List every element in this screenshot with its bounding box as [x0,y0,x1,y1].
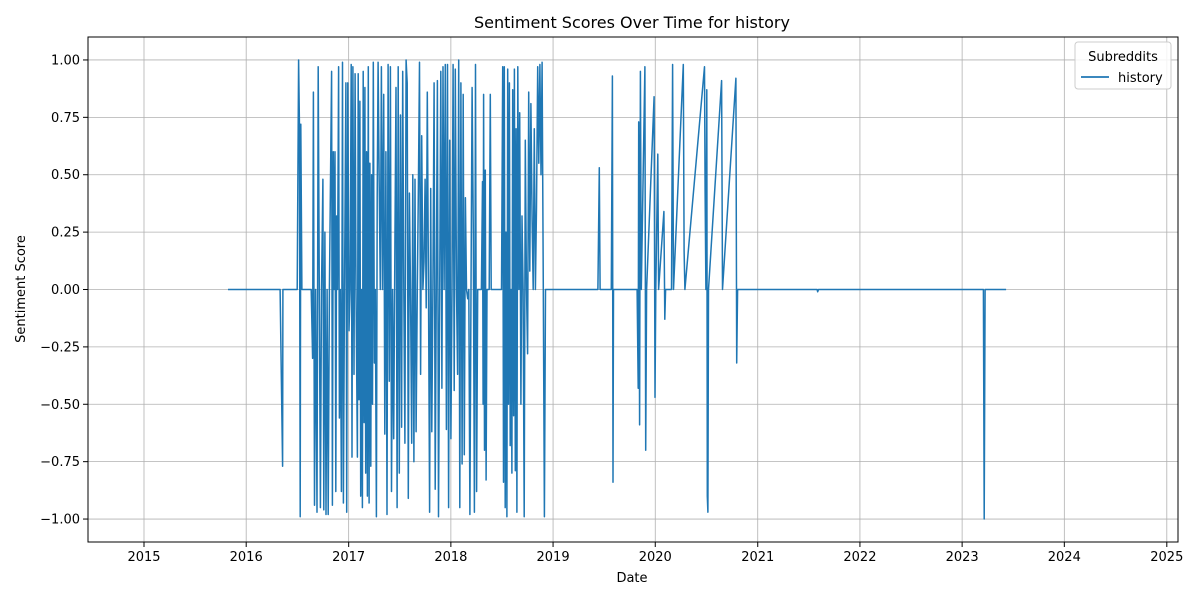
x-axis-ticks: 2015 2016 2017 2018 2019 2020 2021 2022 2023 2024… [127,542,1183,565]
x-tick-label: 2019 [537,550,570,565]
x-tick-label: 2015 [127,550,160,565]
x-tick-label: 2021 [741,550,774,565]
y-tick-label: 1.00 [51,53,80,68]
chart-title: Sentiment Scores Over Time for history [474,13,790,32]
y-axis-label: Sentiment Score [14,235,29,343]
y-tick-label: −0.50 [40,398,80,413]
y-tick-label: −1.00 [40,513,80,528]
legend-title: Subreddits [1088,50,1158,65]
legend-label-history: history [1118,71,1163,86]
y-tick-label: 0.00 [51,283,80,298]
y-tick-label: 0.75 [51,111,80,126]
x-tick-label: 2022 [843,550,876,565]
series-line-history [227,59,1007,520]
series-layer [227,59,1007,520]
grid-lines [88,37,1178,542]
y-tick-label: 0.25 [51,226,80,241]
y-tick-label: 0.50 [51,168,80,183]
x-tick-label: 2016 [230,550,263,565]
x-tick-label: 2017 [332,550,365,565]
legend: Subreddits history [1074,41,1172,90]
x-tick-label: 2018 [434,550,467,565]
y-tick-label: −0.25 [40,340,80,355]
y-tick-label: −0.75 [40,455,80,470]
x-tick-label: 2020 [639,550,672,565]
y-axis-ticks: 1.00 0.75 0.50 0.25 0.00 −0.25 −0.50 −0.75 −1.00 [40,53,88,528]
x-tick-label: 2024 [1048,550,1081,565]
x-tick-label: 2023 [946,550,979,565]
x-axis-label: Date [616,571,647,586]
x-tick-label: 2025 [1150,550,1183,565]
